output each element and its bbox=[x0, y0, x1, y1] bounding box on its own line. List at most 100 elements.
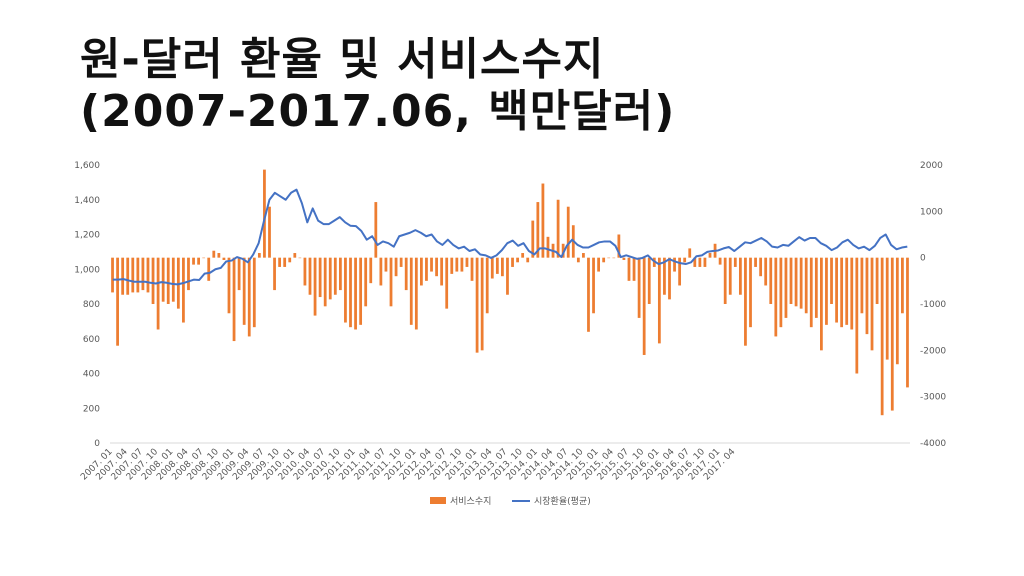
right-tick-label: 2000 bbox=[920, 161, 943, 171]
legend-swatch-bar bbox=[430, 497, 446, 504]
bar-38 bbox=[298, 257, 302, 259]
bar-97 bbox=[597, 257, 600, 272]
bar-40 bbox=[308, 257, 312, 295]
bar-100 bbox=[612, 257, 616, 259]
bar-19 bbox=[202, 257, 206, 259]
bar-121 bbox=[718, 257, 722, 265]
bar-122 bbox=[723, 257, 727, 304]
bar-59 bbox=[404, 257, 408, 291]
bar-39 bbox=[303, 257, 307, 286]
bar-series-service-balance bbox=[111, 169, 909, 416]
bar-27 bbox=[242, 257, 246, 325]
bar-126 bbox=[744, 257, 747, 346]
bar-56 bbox=[389, 257, 393, 307]
left-tick-label: 1,000 bbox=[74, 265, 100, 275]
bar-130 bbox=[764, 257, 768, 286]
bar-84 bbox=[531, 220, 535, 258]
bar-49 bbox=[354, 257, 357, 330]
bar-85 bbox=[536, 202, 540, 258]
bar-32 bbox=[268, 206, 271, 258]
bar-1 bbox=[111, 257, 114, 293]
bar-51 bbox=[364, 257, 368, 307]
bar-96 bbox=[592, 257, 595, 314]
bar-46 bbox=[338, 257, 342, 291]
legend-label-line: 시장환율(평균) bbox=[534, 495, 591, 507]
bar-136 bbox=[794, 257, 798, 307]
bar-44 bbox=[328, 257, 332, 300]
bar-74 bbox=[480, 257, 484, 351]
line-series-exchange-rate bbox=[112, 188, 908, 286]
bar-3 bbox=[121, 257, 125, 295]
right-tick-label: -4000 bbox=[920, 439, 946, 449]
bar-78 bbox=[501, 257, 504, 277]
bar-58 bbox=[399, 257, 403, 267]
bar-146 bbox=[845, 257, 849, 325]
bar-144 bbox=[835, 257, 838, 323]
bar-55 bbox=[384, 257, 388, 272]
bar-10 bbox=[156, 257, 160, 330]
bar-69 bbox=[455, 257, 459, 272]
bar-75 bbox=[485, 257, 489, 314]
bar-125 bbox=[738, 257, 742, 295]
bar-29 bbox=[252, 257, 256, 328]
bar-114 bbox=[683, 257, 687, 263]
bar-109 bbox=[657, 257, 661, 344]
bar-106 bbox=[642, 257, 646, 355]
left-axis: 0 200 400 600 800 1,000 1,200 1,400 1,600 bbox=[74, 161, 100, 449]
bar-36 bbox=[288, 257, 292, 263]
bar-62 bbox=[420, 257, 423, 286]
chart-title: 원-달러 환율 및 서비스수지 (2007-2017.06, 백만달러) bbox=[80, 34, 675, 138]
bar-107 bbox=[647, 257, 651, 304]
bar-148 bbox=[855, 257, 859, 374]
bar-128 bbox=[754, 257, 757, 267]
left-tick-label: 200 bbox=[83, 404, 100, 414]
bar-95 bbox=[587, 257, 590, 332]
right-tick-label: -2000 bbox=[920, 346, 946, 356]
bar-155 bbox=[890, 257, 894, 411]
left-tick-label: 1,400 bbox=[74, 196, 100, 206]
bar-72 bbox=[470, 257, 474, 281]
legend-label-bar: 서비스수지 bbox=[450, 496, 491, 507]
bar-53 bbox=[374, 202, 378, 258]
bar-153 bbox=[880, 257, 884, 416]
bar-8 bbox=[146, 257, 150, 293]
bar-73 bbox=[475, 257, 479, 353]
bar-141 bbox=[820, 257, 823, 351]
bar-9 bbox=[151, 257, 155, 304]
left-tick-label: 1,200 bbox=[74, 231, 100, 241]
bar-48 bbox=[349, 257, 352, 328]
bar-45 bbox=[333, 257, 337, 295]
bar-65 bbox=[435, 257, 438, 277]
bar-87 bbox=[546, 236, 550, 258]
bar-140 bbox=[814, 257, 818, 318]
bar-79 bbox=[506, 257, 509, 295]
bar-112 bbox=[673, 257, 676, 272]
bar-138 bbox=[804, 257, 808, 314]
bar-15 bbox=[182, 257, 185, 323]
bar-154 bbox=[885, 257, 889, 360]
bar-103 bbox=[627, 257, 631, 281]
left-tick-label: 600 bbox=[83, 335, 100, 345]
right-tick-label: -1000 bbox=[920, 300, 946, 310]
bar-22 bbox=[217, 253, 221, 258]
bar-42 bbox=[318, 257, 322, 298]
right-tick-label: 1000 bbox=[920, 207, 943, 217]
bar-60 bbox=[409, 257, 413, 325]
bar-68 bbox=[450, 257, 454, 274]
bar-116 bbox=[693, 257, 697, 267]
bar-64 bbox=[430, 257, 433, 272]
title-line-1: 원-달러 환율 및 서비스수지 bbox=[80, 34, 605, 85]
bar-113 bbox=[678, 257, 682, 286]
bar-89 bbox=[556, 199, 560, 258]
bar-151 bbox=[870, 257, 874, 351]
bar-13 bbox=[171, 257, 175, 302]
bar-150 bbox=[865, 257, 869, 335]
bar-82 bbox=[521, 253, 525, 258]
bar-145 bbox=[840, 257, 844, 328]
bar-18 bbox=[197, 257, 200, 265]
bar-131 bbox=[769, 257, 773, 304]
bar-6 bbox=[136, 257, 140, 293]
bar-134 bbox=[784, 257, 788, 318]
right-tick-label: -3000 bbox=[920, 393, 946, 403]
bar-158 bbox=[906, 257, 909, 388]
